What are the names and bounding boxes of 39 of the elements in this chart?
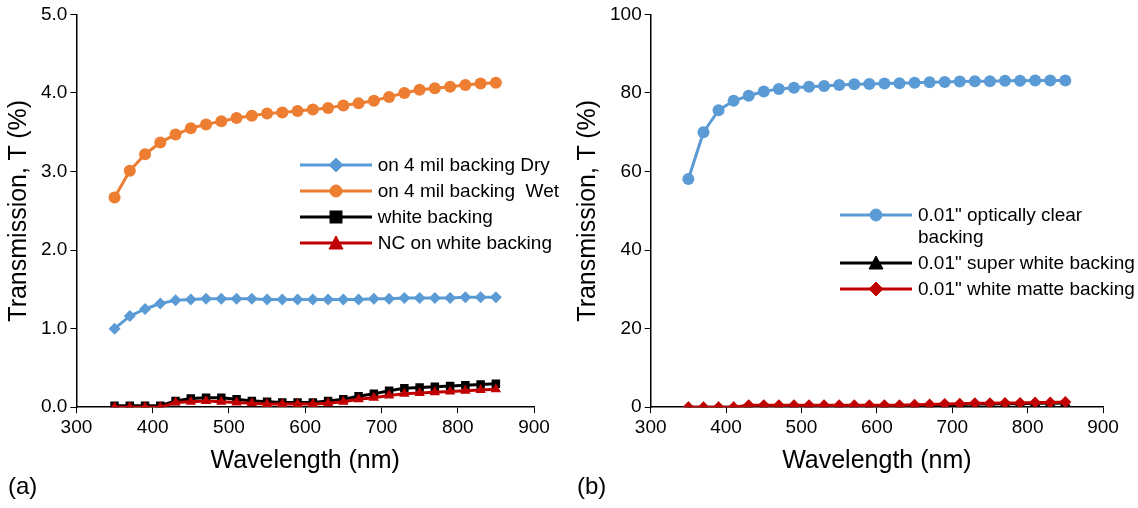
x-tick-label: 500 <box>785 415 818 437</box>
y-tick-label: 80 <box>620 81 642 103</box>
x-tick-label: 300 <box>634 415 667 437</box>
x-tick-label: 300 <box>60 415 93 437</box>
text: (b) <box>577 472 607 500</box>
y-tick-label: 2.0 <box>40 238 68 260</box>
x-axis-title: Wavelength (nm) <box>210 444 400 473</box>
y-tick-label: 20 <box>620 316 642 338</box>
x-tick-label: 600 <box>861 415 893 437</box>
x-tick-label: 400 <box>710 415 742 437</box>
x-tick-label: 700 <box>936 415 969 437</box>
x-tick-label: 700 <box>365 415 398 437</box>
y-tick-label: 5.0 <box>40 2 68 24</box>
y-tick-label: 60 <box>620 159 642 181</box>
y-tick-label: 40 <box>620 238 642 260</box>
y-axis-title: Transmission, T (%) <box>571 99 600 322</box>
x-tick-label: 800 <box>1011 415 1044 437</box>
y-tick-label: 4.0 <box>40 81 68 103</box>
legend-label: 0.01" super white backing <box>918 252 1135 274</box>
legend-label: 0.01" white matte backing <box>918 278 1135 300</box>
x-tick-label: 600 <box>289 415 322 437</box>
legend-label: 0.01" optically clear backing <box>918 204 1084 248</box>
y-tick-label: 3.0 <box>40 159 68 181</box>
y-tick-label: 100 <box>610 2 642 24</box>
x-tick-label: 800 <box>441 415 474 437</box>
legend-label: white backing <box>377 206 493 228</box>
y-axis-title: Transmission, T (%) <box>2 99 31 322</box>
text: (a) <box>8 472 38 500</box>
y-tick-label: 0.0 <box>40 395 68 417</box>
legend-label: on 4 mil backing Dry <box>377 154 550 176</box>
y-tick-label: 1.0 <box>40 316 68 338</box>
y-tick-label: 0 <box>631 395 642 417</box>
x-tick-label: 500 <box>213 415 245 437</box>
x-tick-label: 900 <box>1087 415 1119 437</box>
x-tick-label: 900 <box>518 415 550 437</box>
legend-label: on 4 mil backing Wet <box>377 180 559 202</box>
x-tick-label: 400 <box>136 415 169 437</box>
legend-label: NC on white backing <box>377 232 552 254</box>
x-axis-title: Wavelength (nm) <box>782 444 972 473</box>
